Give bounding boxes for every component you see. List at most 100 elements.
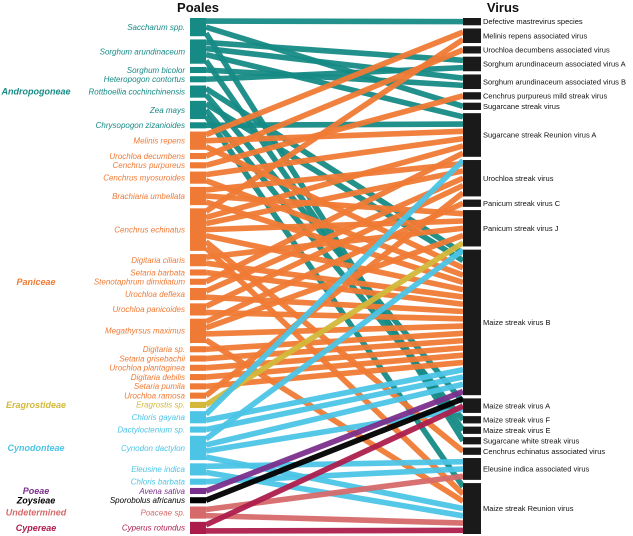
plant-node-avena-sativa xyxy=(190,487,206,495)
plant-label: Zea mays xyxy=(149,106,185,115)
plant-node-setaria-grisebachii xyxy=(190,355,206,362)
virus-label: Sugarcane streak virus xyxy=(483,102,560,111)
virus-label: Sorghum arundinaceum associated virus B xyxy=(483,77,626,86)
link-urochloa-ramosa-to-urochloa-streak-virus xyxy=(204,190,465,398)
plant-node-cyperus-rotundus xyxy=(190,521,206,534)
group-label-cynodonteae: Cynodonteae xyxy=(7,443,64,453)
link-sorghum-arundinaceum-to-sorghum-arundinaceum-associated-virus-b xyxy=(205,45,464,81)
plant-label: Dactyloctenium sp. xyxy=(117,425,185,434)
plant-node-cenchrus-purpureus xyxy=(190,162,206,169)
plant-label: Chloris barbata xyxy=(131,478,186,487)
virus-node-sugarcane-streak-virus xyxy=(463,102,481,110)
plant-label: Chrysopogon zizanioides xyxy=(96,121,185,130)
plant-label: Urochloa plantaginea xyxy=(109,364,185,373)
plant-node-zea-mays xyxy=(190,100,206,120)
virus-label: Sorghum arundinaceum associated virus A xyxy=(483,60,626,69)
virus-node-sugarcane-white-streak-virus xyxy=(463,437,481,445)
link-sporobolus-africanus-to-maize-streak-virus-b xyxy=(204,396,465,503)
group-label-eragrostideae: Eragrostideae xyxy=(6,400,66,410)
group-label-zoysieae: Zoysieae xyxy=(16,495,56,505)
virus-label: Maize streak virus E xyxy=(483,426,551,435)
group-label-cypereae: Cypereae xyxy=(16,523,57,533)
plant-label: Cyperus rotundus xyxy=(122,524,185,533)
link-layer xyxy=(203,18,466,534)
plant-node-eleusine-indica xyxy=(190,463,206,476)
plant-node-cynodon-dactylon xyxy=(190,435,206,461)
virus-label: Defective mastrevirus species xyxy=(483,17,583,26)
link-eragrostis-sp-to-panicum-streak-virus-j xyxy=(204,240,465,408)
virus-node-melinis-repens-associated-virus xyxy=(463,28,481,44)
plant-node-urochloa-panicoides xyxy=(190,303,206,316)
plant-label: Cenchrus echinatus xyxy=(114,225,185,234)
group-label-poeae: Poeae xyxy=(23,486,50,496)
plant-node-sorghum-arundinaceum xyxy=(190,39,206,64)
plant-label: Sorghum arundinaceum xyxy=(100,47,186,56)
plant-node-dactyloctenium-sp xyxy=(190,426,206,433)
link-saccharum-spp-to-defective-mastrevirus-species xyxy=(205,18,464,25)
virus-node-urochloa-streak-virus xyxy=(463,160,481,197)
link-chloris-gayana-to-maize-streak-virus-b xyxy=(205,366,464,424)
virus-node-defective-mastrevirus-species xyxy=(463,18,481,26)
link-cyperus-rotundus-to-maize-streak-reunion-virus xyxy=(205,527,464,534)
virus-label: Urochloa decumbens associated virus xyxy=(483,45,610,54)
link-sorghum-arundinaceum-to-sorghum-arundinaceum-associated-virus-a xyxy=(205,39,464,64)
virus-node-sorghum-arundinaceum-associated-virus-b xyxy=(463,74,481,90)
virus-label: Urochloa streak virus xyxy=(483,174,554,183)
group-label-undetermined: Undetermined xyxy=(6,508,67,518)
plant-node-chloris-barbata xyxy=(190,478,206,485)
plant-label: Eleusine indica xyxy=(131,465,185,474)
plant-node-cenchrus-myosuroides xyxy=(190,171,206,184)
virus-node-cenchrus-purpureus-mild-streak-virus xyxy=(463,92,481,100)
link-megathyrsus-maximus-to-maize-streak-virus-b xyxy=(205,323,464,337)
link-poaceae-sp-to-maize-streak-reunion-virus xyxy=(205,512,464,526)
plant-node-digitaria-debilis xyxy=(190,374,206,381)
link-chloris-gayana-to-sugarcane-streak-reunion-virus-a xyxy=(204,158,465,417)
link-avena-sativa-to-maize-streak-virus-b xyxy=(204,388,465,494)
plant-label: Sorghum bicolor xyxy=(127,66,186,75)
link-megathyrsus-maximus-to-panicum-streak-virus-c xyxy=(204,200,465,325)
plant-label: Poaceae sp. xyxy=(141,508,185,517)
link-setaria-pumila-to-maize-streak-virus-b xyxy=(205,359,464,390)
virus-node-sorghum-arundinaceum-associated-virus-a xyxy=(463,56,481,72)
plant-label: Chloris gayana xyxy=(132,413,186,422)
virus-node-maize-streak-virus-f xyxy=(463,416,481,424)
plant-label: Urochloa ramosa xyxy=(124,391,185,400)
virus-label: Cenchrus purpureus mild streak virus xyxy=(483,91,607,100)
plant-node-urochloa-plantaginea xyxy=(190,364,206,371)
link-megathyrsus-maximus-to-panicum-streak-virus-j xyxy=(205,232,464,331)
plant-label: Digitaria sp. xyxy=(143,345,185,354)
virus-node-urochloa-decumbens-associated-virus xyxy=(463,46,481,54)
group-label-paniceae: Paniceae xyxy=(16,277,55,287)
virus-label: Maize streak virus A xyxy=(483,401,550,410)
plant-node-heteropogon-contortus xyxy=(190,76,206,83)
link-cynodon-dactylon-to-maize-streak-virus-b xyxy=(205,381,464,448)
plant-node-cenchrus-echinatus xyxy=(190,208,206,251)
plant-label: Setaria grisebachii xyxy=(119,354,185,363)
plant-label: Cenchrus purpureus xyxy=(113,161,185,170)
virus-node-sugarcane-streak-reunion-virus-a xyxy=(463,113,481,157)
poales-header: Poales xyxy=(177,0,219,15)
virus-label: Panicum streak virus J xyxy=(483,224,559,233)
plant-label: Setaria barbata xyxy=(130,268,185,277)
virus-label: Maize streak Reunion virus xyxy=(483,504,574,513)
link-chloris-barbata-to-eleusine-indica-associated-virus xyxy=(205,466,464,485)
plant-node-melinis-repens xyxy=(190,131,206,150)
link-cenchrus-echinatus-to-sugarcane-streak-reunion-virus-a xyxy=(205,143,464,221)
plant-node-chrysopogon-zizanioides xyxy=(190,122,206,129)
link-melinis-repens-to-melinis-repens-associated-virus xyxy=(204,29,465,138)
plant-node-eragrostis-sp xyxy=(190,401,206,408)
virus-node-eleusine-indica-associated-virus xyxy=(463,458,481,480)
plant-label: Urochloa deflexa xyxy=(125,290,186,299)
link-cenchrus-echinatus-to-urochloa-streak-virus xyxy=(205,168,464,227)
plant-label: Heteropogon contortus xyxy=(104,75,185,84)
plant-label: Cenchrus myosuroides xyxy=(103,173,185,182)
plant-node-setaria-pumila xyxy=(190,383,206,390)
plant-label: Urochloa panicoides xyxy=(113,305,186,314)
link-digitaria-ciliaris-to-panicum-streak-virus-j xyxy=(205,225,464,260)
link-brachiaria-umbellata-to-panicum-streak-virus-j xyxy=(205,193,464,217)
virus-node-panicum-streak-virus-c xyxy=(463,199,481,207)
plant-label: Eragrostis sp. xyxy=(136,401,185,410)
plant-label: Saccharum spp. xyxy=(127,23,185,32)
plant-label: Melinis repens xyxy=(133,136,185,145)
